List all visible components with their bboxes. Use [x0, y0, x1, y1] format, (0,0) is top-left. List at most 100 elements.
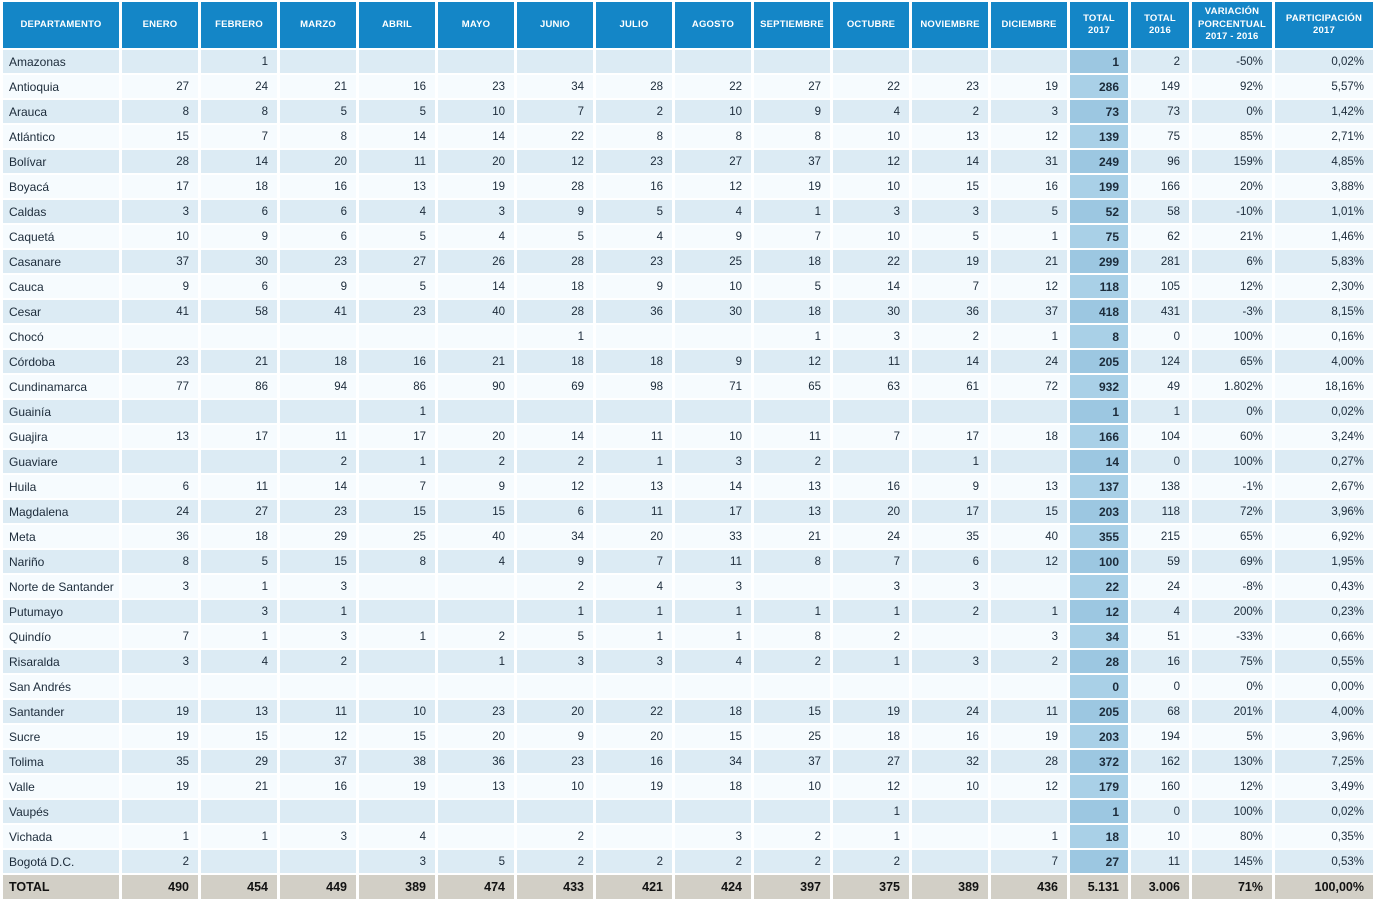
month-value-cell: 12 — [991, 550, 1067, 573]
month-value-cell: 16 — [280, 775, 356, 798]
month-value-cell: 19 — [991, 75, 1067, 98]
month-value-cell: 17 — [359, 425, 435, 448]
total-2016-cell: 62 — [1131, 225, 1189, 248]
table-row: Cundinamarca 77 86 94 86 90 69 98 71 65 63 61 72 932 4… — [3, 375, 1373, 398]
month-value-cell: 19 — [122, 775, 198, 798]
variacion-porcentual-cell: 200% — [1192, 600, 1272, 623]
month-value-cell: 1 — [359, 450, 435, 473]
month-value-cell — [122, 400, 198, 423]
month-value-cell: 27 — [754, 75, 830, 98]
col-header-mayo: MAYO — [438, 2, 514, 48]
month-value-cell: 20 — [438, 150, 514, 173]
month-value-cell: 3 — [675, 825, 751, 848]
month-value-cell — [122, 800, 198, 823]
month-value-cell: 10 — [912, 775, 988, 798]
col-header-octubre: OCTUBRE — [833, 2, 909, 48]
variacion-porcentual-cell: -8% — [1192, 575, 1272, 598]
department-name-cell: Bogotá D.C. — [3, 850, 119, 873]
month-value-cell — [122, 50, 198, 73]
month-value-cell: 18 — [517, 275, 593, 298]
month-value-cell: 2 — [596, 100, 672, 123]
month-value-cell: 10 — [675, 275, 751, 298]
participacion-cell: 2,30% — [1275, 275, 1373, 298]
col-header-diciembre: DICIEMBRE — [991, 2, 1067, 48]
total-2017-cell: 1 — [1070, 400, 1128, 423]
month-value-cell: 18 — [833, 725, 909, 748]
department-name-cell: Caquetá — [3, 225, 119, 248]
month-value-cell: 3 — [280, 825, 356, 848]
month-value-cell: 7 — [754, 225, 830, 248]
month-value-cell: 41 — [122, 300, 198, 323]
month-value-cell — [991, 50, 1067, 73]
total-2017-cell: 73 — [1070, 100, 1128, 123]
month-value-cell: 30 — [675, 300, 751, 323]
month-value-cell: 11 — [675, 550, 751, 573]
total-2016-cell: 105 — [1131, 275, 1189, 298]
month-value-cell: 5 — [754, 275, 830, 298]
month-value-cell — [991, 675, 1067, 698]
col-header-agosto: AGOSTO — [675, 2, 751, 48]
variacion-porcentual-cell: 6% — [1192, 250, 1272, 273]
month-value-cell: 2 — [754, 825, 830, 848]
variacion-porcentual-cell: 69% — [1192, 550, 1272, 573]
total-2016-cell: 1 — [1131, 400, 1189, 423]
department-name-cell: Amazonas — [3, 50, 119, 73]
month-value-cell: 23 — [596, 250, 672, 273]
month-value-cell: 454 — [201, 875, 277, 899]
table-row: Cesar 41 58 41 23 40 28 36 30 18 30 36 37 418 431 -3% 8,… — [3, 300, 1373, 323]
variacion-porcentual-cell: 100% — [1192, 325, 1272, 348]
total-2016-cell: 160 — [1131, 775, 1189, 798]
month-value-cell: 10 — [438, 100, 514, 123]
month-value-cell: 21 — [280, 75, 356, 98]
table-row: Meta 36 18 29 25 40 34 20 33 21 24 35 40 355 215 65% 6,9… — [3, 525, 1373, 548]
month-value-cell: 22 — [833, 250, 909, 273]
month-value-cell: 4 — [359, 200, 435, 223]
month-value-cell: 15 — [912, 175, 988, 198]
month-value-cell: 15 — [438, 500, 514, 523]
participacion-cell: 8,15% — [1275, 300, 1373, 323]
month-value-cell: 1 — [675, 625, 751, 648]
table-row: Bolívar 28 14 20 11 20 12 23 27 37 12 14 31 249 96 159%… — [3, 150, 1373, 173]
variacion-porcentual-cell: 201% — [1192, 700, 1272, 723]
month-value-cell — [280, 50, 356, 73]
month-value-cell: 17 — [912, 425, 988, 448]
month-value-cell: 2 — [991, 650, 1067, 673]
department-name-cell: Tolima — [3, 750, 119, 773]
variacion-porcentual-cell: -3% — [1192, 300, 1272, 323]
month-value-cell — [912, 50, 988, 73]
month-value-cell: 19 — [122, 700, 198, 723]
department-name-cell: Guaviare — [3, 450, 119, 473]
month-value-cell: 37 — [754, 150, 830, 173]
month-value-cell: 1 — [201, 575, 277, 598]
month-value-cell: 1 — [991, 600, 1067, 623]
month-value-cell: 14 — [833, 275, 909, 298]
month-value-cell: 37 — [122, 250, 198, 273]
month-value-cell — [201, 850, 277, 873]
participacion-cell: 0,43% — [1275, 575, 1373, 598]
month-value-cell — [359, 800, 435, 823]
department-name-cell: Valle — [3, 775, 119, 798]
department-name-cell: Cundinamarca — [3, 375, 119, 398]
month-value-cell: 12 — [991, 125, 1067, 148]
table-row: Antioquia 27 24 21 16 23 34 28 22 27 22 23 19 286 149 9… — [3, 75, 1373, 98]
department-name-cell: Chocó — [3, 325, 119, 348]
total-2016-cell: 138 — [1131, 475, 1189, 498]
month-value-cell: 1 — [754, 325, 830, 348]
month-value-cell: 18 — [280, 350, 356, 373]
month-value-cell: 24 — [122, 500, 198, 523]
total-2016-cell: 215 — [1131, 525, 1189, 548]
month-value-cell: 23 — [517, 750, 593, 773]
month-value-cell: 3 — [359, 850, 435, 873]
month-value-cell: 15 — [754, 700, 830, 723]
col-header-noviembre: NOVIEMBRE — [912, 2, 988, 48]
participacion-cell: 3,88% — [1275, 175, 1373, 198]
total-2017-cell: 137 — [1070, 475, 1128, 498]
month-value-cell: 14 — [280, 475, 356, 498]
month-value-cell — [201, 450, 277, 473]
total-2017-cell: 249 — [1070, 150, 1128, 173]
month-value-cell: 23 — [280, 500, 356, 523]
month-value-cell: 10 — [833, 225, 909, 248]
total-2017-cell: 0 — [1070, 675, 1128, 698]
month-value-cell: 12 — [991, 275, 1067, 298]
total-2016-cell: 166 — [1131, 175, 1189, 198]
